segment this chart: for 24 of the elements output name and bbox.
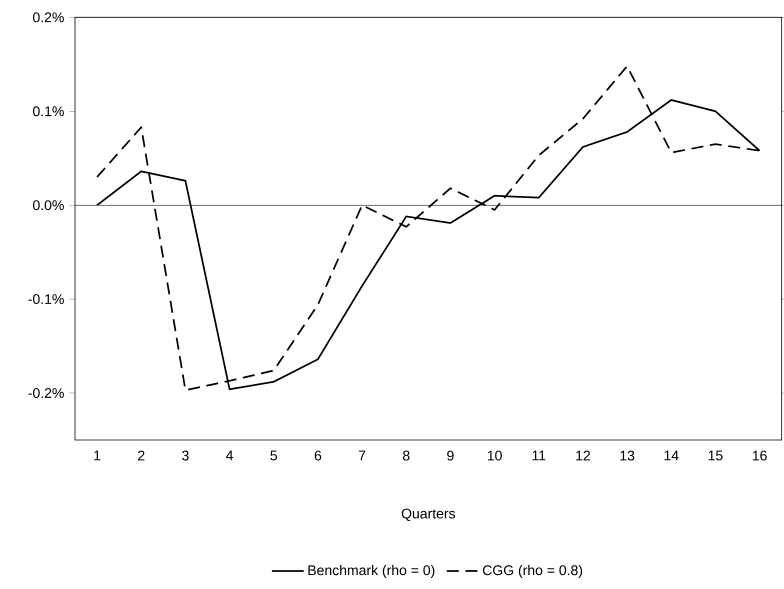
y-tick-label: 0.0% [33,200,64,210]
legend-label: CGG (rho = 0.8) [482,564,582,578]
y-tick-label: 0.1% [33,106,64,116]
x-tick-label: 15 [708,450,723,460]
x-tick-label: 8 [402,450,410,461]
x-tick-label: 3 [182,450,189,461]
x-tick-label: 10 [488,450,502,461]
x-tick-label: 7 [358,450,366,460]
y-tick-label: 0.2% [33,12,64,22]
x-tick-label: 4 [226,450,234,460]
x-axis-title: Quarters [402,508,456,522]
x-tick-label: 11 [532,450,546,460]
y-tick-label: -0.2% [28,388,64,398]
y-tick-label: -0.1% [28,294,64,304]
x-tick-label: 13 [620,450,634,461]
x-tick-label: 14 [664,450,679,460]
x-tick-label: 12 [576,450,590,460]
x-tick-label: 6 [314,450,322,461]
x-tick-label: 16 [752,450,767,461]
x-tick-label: 2 [138,450,144,460]
x-tick-label: 5 [270,450,278,460]
x-tick-label: 9 [447,450,454,461]
legend-label: Benchmark (rho = 0) [308,564,434,578]
x-tick-label: 1 [94,450,100,460]
